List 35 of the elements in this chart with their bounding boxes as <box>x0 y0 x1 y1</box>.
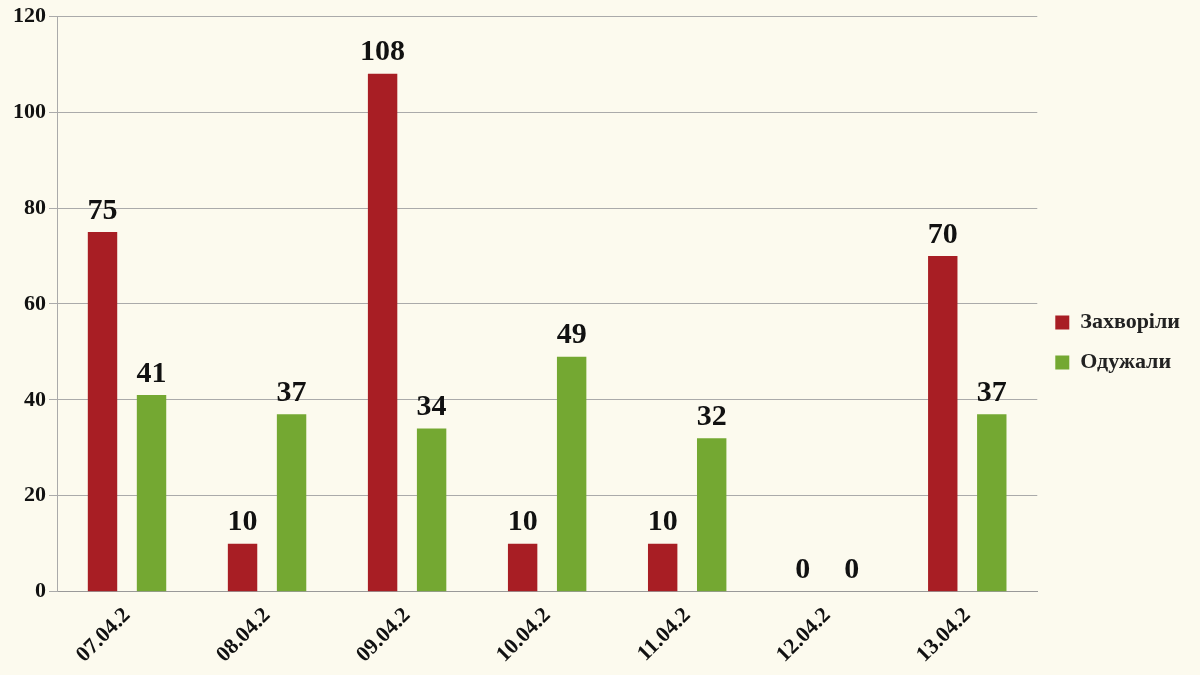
data-label: 0 <box>844 551 860 585</box>
legend-label: Одужали <box>1080 348 1172 374</box>
data-label: 0 <box>795 551 811 585</box>
bar <box>416 428 447 592</box>
data-label: 70 <box>927 215 958 249</box>
data-label: 75 <box>87 191 118 225</box>
y-tick-label: 80 <box>24 193 46 219</box>
bar <box>87 232 118 592</box>
data-label: 108 <box>360 33 406 67</box>
bar <box>367 73 398 592</box>
bar <box>136 395 167 592</box>
bar <box>556 356 587 592</box>
data-label: 10 <box>507 503 538 537</box>
bar <box>647 543 678 592</box>
bar <box>696 438 727 592</box>
y-tick-label: 0 <box>35 577 46 603</box>
y-tick-label: 100 <box>13 97 46 123</box>
data-label: 49 <box>556 316 587 350</box>
legend-label: Захворіли <box>1080 308 1181 334</box>
bar <box>507 543 538 592</box>
data-label: 10 <box>647 503 678 537</box>
data-label: 32 <box>696 397 727 431</box>
bar <box>227 543 258 592</box>
bar <box>276 414 307 592</box>
bar <box>928 255 958 592</box>
data-label: 41 <box>136 354 167 388</box>
data-label: 10 <box>227 503 258 537</box>
data-label: 37 <box>276 373 307 407</box>
bar <box>977 414 1007 592</box>
y-tick-label: 20 <box>24 481 46 507</box>
y-tick-label: 40 <box>24 385 46 411</box>
data-label: 37 <box>976 373 1007 407</box>
y-tick-label: 60 <box>24 289 46 315</box>
y-tick-label: 120 <box>13 1 46 27</box>
data-label: 34 <box>416 388 447 422</box>
